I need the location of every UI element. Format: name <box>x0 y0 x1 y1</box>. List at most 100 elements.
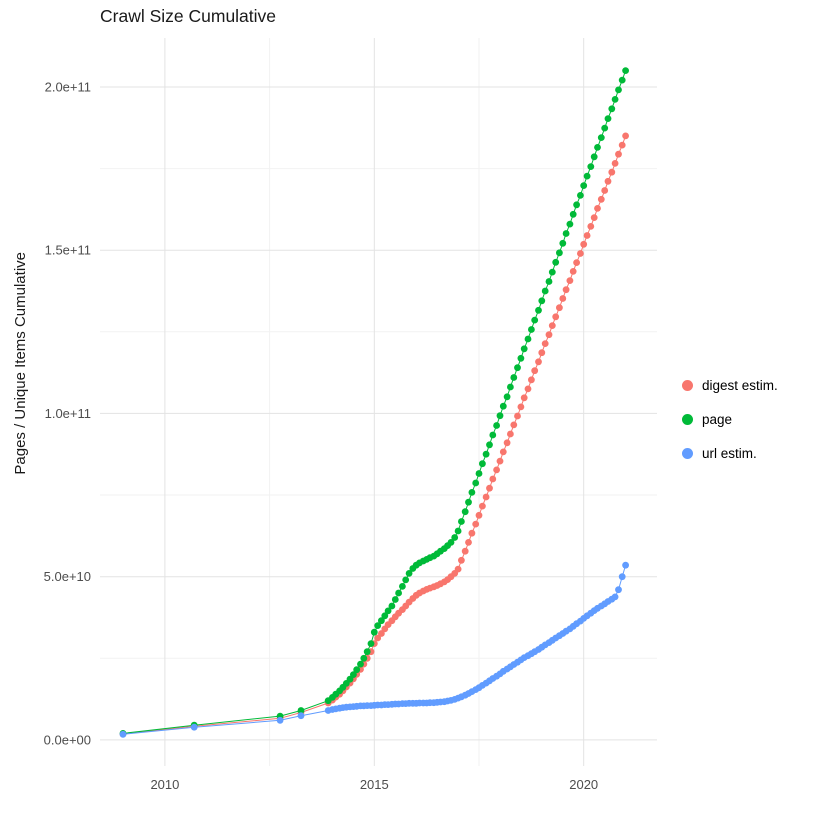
data-point <box>468 489 476 496</box>
data-point <box>503 439 511 447</box>
legend-item-page: page <box>682 412 778 427</box>
data-point <box>472 520 480 528</box>
data-point <box>482 450 490 458</box>
data-point <box>496 412 504 420</box>
data-point <box>541 287 549 295</box>
data-point <box>499 448 507 456</box>
data-point <box>297 707 305 714</box>
data-point <box>552 258 560 266</box>
data-point <box>447 539 455 546</box>
data-point <box>472 479 480 487</box>
data-point <box>597 134 605 142</box>
data-point <box>528 326 535 333</box>
data-point <box>618 141 626 149</box>
data-point <box>531 367 539 375</box>
data-point <box>615 586 622 594</box>
data-point <box>486 441 493 449</box>
legend-item-label: url estim. <box>702 446 757 461</box>
data-point <box>451 534 459 541</box>
data-point <box>378 617 385 625</box>
data-point <box>479 460 486 468</box>
data-point <box>465 539 472 546</box>
data-point <box>569 268 577 275</box>
data-point <box>399 583 406 590</box>
y-tick-label: 2.0e+11 <box>45 80 91 95</box>
data-point <box>507 383 514 391</box>
data-point <box>493 466 500 474</box>
y-tick-label: 1.5e+11 <box>45 243 91 258</box>
data-point <box>510 421 518 429</box>
legend: digest estim. page url estim. <box>682 378 778 461</box>
data-point <box>489 475 497 483</box>
data-point <box>458 518 465 525</box>
data-point <box>573 201 580 209</box>
data-point <box>391 596 399 603</box>
data-point <box>482 493 490 501</box>
data-point <box>545 331 553 339</box>
data-point <box>520 345 528 353</box>
legend-point-icon <box>682 380 693 391</box>
data-point <box>388 602 396 610</box>
data-point <box>496 457 504 465</box>
data-point <box>486 484 493 492</box>
data-point <box>458 556 465 564</box>
data-point <box>562 286 570 294</box>
data-point <box>353 666 361 674</box>
data-point <box>297 712 305 720</box>
data-point <box>367 640 375 647</box>
data-point <box>541 340 549 347</box>
data-point <box>587 163 595 171</box>
y-tick-label: 5.0e+10 <box>44 569 91 584</box>
data-point <box>517 403 525 411</box>
data-point <box>374 622 382 629</box>
data-point <box>590 153 598 161</box>
data-point <box>566 220 574 228</box>
data-point <box>559 239 567 247</box>
data-point <box>577 192 584 199</box>
chart-title: Crawl Size Cumulative <box>100 6 277 26</box>
data-point <box>622 132 629 140</box>
legend-point-icon <box>682 448 693 459</box>
data-point <box>360 654 368 662</box>
x-tick-label: 2015 <box>360 777 389 792</box>
legend-point-icon <box>682 414 693 425</box>
data-point <box>552 313 560 321</box>
data-point <box>608 168 616 176</box>
data-point <box>402 576 410 584</box>
data-point <box>370 628 378 636</box>
data-point <box>374 634 382 642</box>
data-point <box>454 527 462 535</box>
data-point <box>587 223 595 230</box>
data-point <box>507 430 514 438</box>
data-point <box>548 322 556 329</box>
data-point <box>615 86 622 94</box>
data-point <box>514 412 521 420</box>
data-point <box>520 394 528 402</box>
data-point <box>569 210 577 218</box>
data-point <box>535 306 542 314</box>
data-point <box>580 182 588 190</box>
data-point <box>594 205 601 212</box>
data-point <box>384 607 392 615</box>
data-point <box>556 304 563 312</box>
data-point <box>514 364 521 372</box>
data-point <box>468 529 476 537</box>
data-point <box>461 547 469 555</box>
data-point <box>622 561 629 569</box>
data-point <box>119 730 127 738</box>
data-point <box>454 565 462 573</box>
data-point <box>461 508 469 516</box>
data-point <box>611 96 619 103</box>
data-point <box>350 671 357 678</box>
data-point <box>604 177 612 185</box>
data-point <box>559 295 567 302</box>
data-point <box>594 144 601 151</box>
data-point <box>601 187 609 194</box>
data-point <box>357 660 364 668</box>
y-axis-label: Pages / Unique Items Cumulative <box>12 252 29 475</box>
data-point <box>590 214 598 222</box>
data-point <box>503 393 511 401</box>
data-point <box>475 511 483 519</box>
